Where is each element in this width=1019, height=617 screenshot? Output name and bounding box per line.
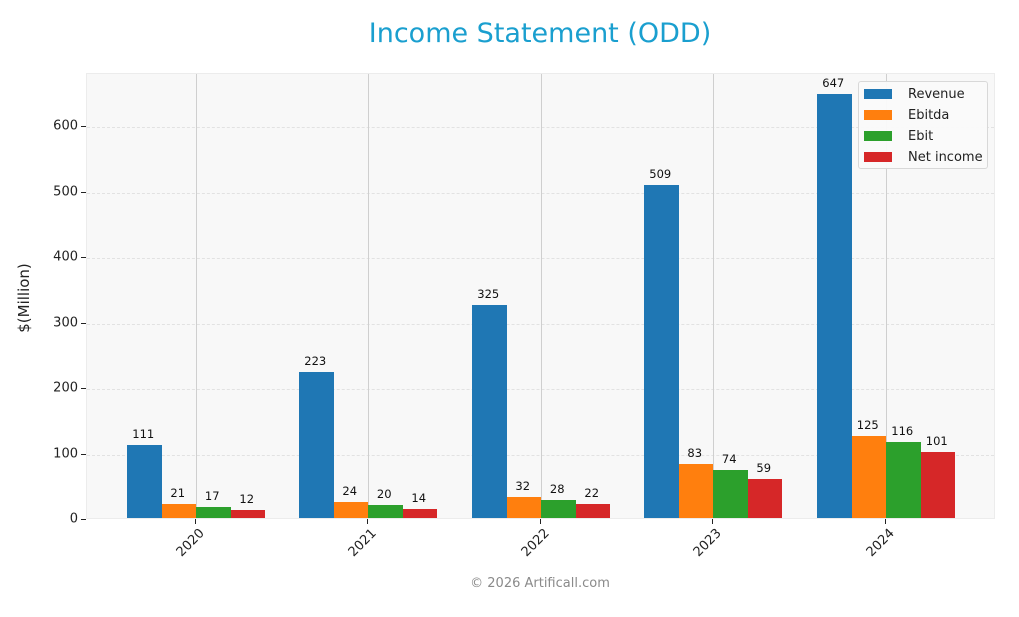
bar-ebit-2023[interactable]	[713, 469, 748, 518]
bar-value-label: 12	[239, 492, 255, 507]
bar-ebitda-2022[interactable]	[506, 497, 541, 518]
horizontal-gridline	[87, 323, 994, 325]
legend-item-ebitda[interactable]: Ebitda	[864, 107, 949, 123]
horizontal-gridline	[87, 389, 994, 390]
y-tick-mark	[81, 453, 86, 455]
bar-net-income-2023[interactable]	[747, 479, 782, 518]
y-tick-label: 500	[53, 184, 78, 199]
bar-revenue-2020[interactable]	[127, 445, 162, 518]
bar-value-label: 17	[204, 488, 220, 503]
y-axis-label: $(Million)	[15, 263, 33, 333]
vertical-gridline	[541, 74, 542, 518]
bar-value-label: 83	[687, 445, 703, 460]
y-tick-mark	[81, 126, 86, 127]
bar-ebitda-2020[interactable]	[161, 504, 196, 518]
bar-revenue-2023[interactable]	[644, 184, 679, 518]
y-tick-mark	[81, 191, 86, 193]
bar-ebitda-2023[interactable]	[678, 463, 713, 518]
x-tick-mark	[540, 519, 541, 524]
horizontal-gridline	[87, 258, 994, 259]
vertical-gridline	[368, 74, 369, 518]
x-tick-mark	[195, 519, 196, 524]
bar-value-label: 101	[925, 433, 948, 448]
bar-revenue-2022[interactable]	[472, 305, 507, 518]
legend-swatch-icon	[864, 110, 892, 120]
chart-legend: Revenue Ebitda Ebit Net income	[858, 81, 988, 169]
y-tick-label: 0	[69, 511, 78, 527]
y-tick-label: 200	[53, 380, 78, 396]
bar-ebit-2020[interactable]	[196, 506, 231, 518]
y-tick-mark	[81, 519, 86, 520]
horizontal-gridline	[87, 127, 994, 128]
x-tick-label: 2021	[345, 526, 380, 561]
legend-label: Ebit	[908, 128, 934, 144]
legend-item-revenue[interactable]: Revenue	[864, 86, 965, 102]
y-tick-mark	[81, 322, 86, 324]
legend-item-ebit[interactable]: Ebit	[864, 128, 933, 144]
x-tick-label: 2024	[863, 526, 898, 561]
vertical-gridline	[713, 74, 714, 518]
legend-label: Revenue	[908, 86, 965, 102]
horizontal-gridline	[87, 192, 994, 194]
y-tick-label: 400	[53, 249, 78, 265]
bar-value-label: 20	[376, 486, 392, 501]
legend-swatch-icon	[864, 152, 892, 162]
legend-label: Ebitda	[908, 107, 950, 123]
y-tick-mark	[81, 257, 86, 258]
plot-area	[86, 73, 995, 519]
y-tick-label: 100	[53, 446, 78, 461]
bar-net-income-2021[interactable]	[402, 508, 437, 518]
bar-ebit-2021[interactable]	[368, 504, 403, 518]
bar-ebit-2024[interactable]	[886, 442, 921, 518]
bar-revenue-2021[interactable]	[299, 371, 334, 518]
bar-value-label: 32	[515, 479, 531, 494]
bar-value-label: 74	[721, 451, 737, 466]
x-tick-mark	[712, 519, 713, 524]
x-tick-label: 2022	[518, 526, 553, 561]
bar-value-label: 111	[132, 427, 155, 442]
bar-value-label: 125	[856, 418, 879, 433]
bar-net-income-2020[interactable]	[230, 510, 265, 518]
bar-ebitda-2021[interactable]	[333, 502, 368, 518]
y-tick-label: 300	[53, 315, 78, 330]
copyright-footer: © 2026 Artificall.com	[470, 576, 610, 591]
x-tick-mark	[885, 519, 886, 524]
legend-swatch-icon	[864, 89, 892, 99]
bar-value-label: 509	[649, 166, 672, 181]
bar-value-label: 28	[549, 481, 565, 496]
chart-title: Income Statement (ODD)	[368, 18, 712, 49]
bar-ebitda-2024[interactable]	[851, 436, 886, 518]
legend-item-net-income[interactable]: Net income	[864, 149, 983, 165]
bar-value-label: 21	[170, 486, 186, 501]
vertical-gridline	[886, 74, 887, 518]
bar-value-label: 14	[411, 490, 427, 505]
bar-revenue-2024[interactable]	[817, 94, 852, 518]
bar-value-label: 59	[756, 461, 772, 476]
bar-value-label: 647	[822, 76, 845, 91]
vertical-gridline	[196, 74, 197, 518]
x-tick-label: 2020	[173, 526, 208, 561]
bar-value-label: 22	[584, 485, 600, 500]
x-tick-mark	[367, 519, 368, 524]
bar-value-label: 325	[477, 287, 500, 302]
bar-value-label: 24	[342, 484, 358, 499]
bar-ebit-2022[interactable]	[541, 499, 576, 518]
y-tick-mark	[81, 388, 86, 389]
horizontal-gridline	[87, 454, 994, 456]
bar-value-label: 116	[891, 424, 914, 439]
bar-value-label: 223	[304, 353, 327, 368]
legend-label: Net income	[908, 149, 983, 165]
x-tick-label: 2023	[690, 526, 725, 561]
y-tick-label: 600	[53, 118, 78, 134]
legend-swatch-icon	[864, 131, 892, 141]
bar-net-income-2022[interactable]	[575, 503, 610, 518]
bar-net-income-2024[interactable]	[920, 451, 955, 518]
